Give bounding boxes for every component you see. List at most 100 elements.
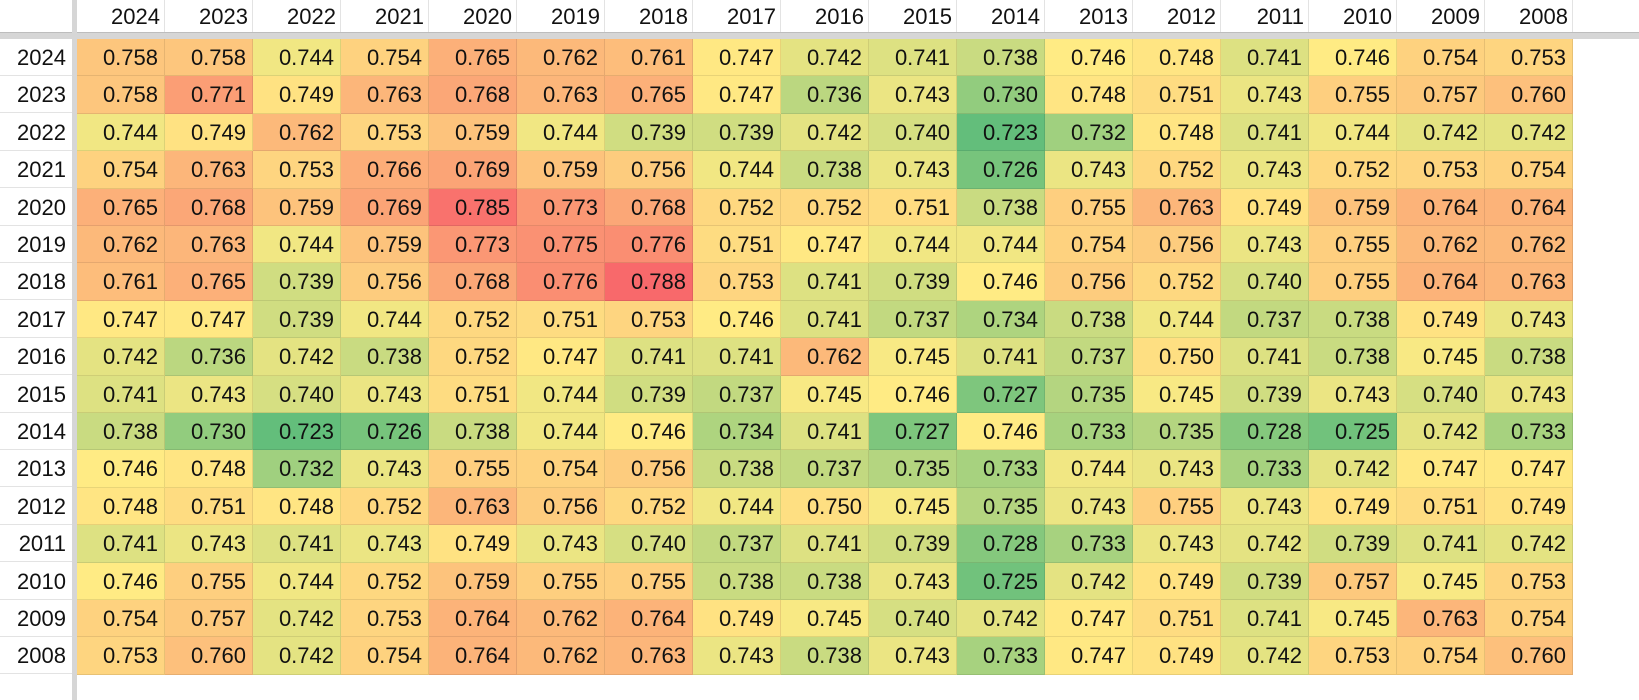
heatmap-cell[interactable]: 0.753	[341, 113, 429, 152]
heatmap-cell[interactable]: 0.758	[165, 39, 253, 77]
heatmap-cell[interactable]: 0.753	[1485, 562, 1573, 600]
heatmap-cell[interactable]: 0.756	[605, 450, 693, 488]
heatmap-cell[interactable]: 0.773	[517, 188, 605, 226]
column-header-2021[interactable]: 2021	[341, 0, 429, 32]
heatmap-cell[interactable]: 0.739	[605, 375, 693, 413]
heatmap-cell[interactable]: 0.747	[693, 39, 781, 77]
heatmap-cell[interactable]: 0.725	[1309, 413, 1397, 451]
row-header-2021[interactable]: 2021	[0, 151, 72, 189]
heatmap-cell[interactable]: 0.743	[693, 637, 781, 675]
heatmap-cell[interactable]: 0.748	[77, 487, 165, 526]
heatmap-cell[interactable]: 0.743	[869, 76, 957, 114]
heatmap-cell[interactable]: 0.763	[1485, 263, 1573, 301]
heatmap-cell[interactable]: 0.737	[869, 300, 957, 339]
heatmap-cell[interactable]: 0.752	[341, 487, 429, 526]
heatmap-cell[interactable]: 0.759	[429, 562, 517, 600]
heatmap-cell[interactable]: 0.744	[693, 487, 781, 526]
heatmap-cell[interactable]: 0.743	[1221, 76, 1309, 114]
heatmap-cell[interactable]: 0.741	[1221, 338, 1309, 376]
heatmap-cell[interactable]: 0.769	[429, 151, 517, 189]
heatmap-cell[interactable]: 0.759	[1309, 188, 1397, 226]
heatmap-cell[interactable]: 0.743	[1045, 151, 1133, 189]
heatmap-cell[interactable]: 0.745	[1397, 338, 1485, 376]
heatmap-cell[interactable]: 0.762	[781, 338, 869, 376]
heatmap-cell[interactable]: 0.752	[429, 300, 517, 339]
heatmap-cell[interactable]: 0.753	[1397, 151, 1485, 189]
heatmap-cell[interactable]: 0.752	[1133, 151, 1221, 189]
heatmap-cell[interactable]: 0.743	[869, 562, 957, 600]
heatmap-cell[interactable]: 0.736	[165, 338, 253, 376]
heatmap-cell[interactable]: 0.746	[605, 413, 693, 451]
heatmap-cell[interactable]: 0.740	[869, 600, 957, 638]
column-header-2016[interactable]: 2016	[781, 0, 869, 32]
heatmap-cell[interactable]: 0.754	[1485, 600, 1573, 638]
heatmap-cell[interactable]: 0.764	[1397, 188, 1485, 226]
heatmap-cell[interactable]: 0.754	[1397, 637, 1485, 675]
heatmap-cell[interactable]: 0.746	[1309, 39, 1397, 77]
heatmap-cell[interactable]: 0.754	[341, 39, 429, 77]
heatmap-cell[interactable]: 0.742	[957, 600, 1045, 638]
heatmap-cell[interactable]: 0.743	[341, 450, 429, 488]
row-header-2008[interactable]: 2008	[0, 637, 72, 675]
heatmap-cell[interactable]: 0.736	[781, 76, 869, 114]
heatmap-cell[interactable]: 0.753	[693, 263, 781, 301]
heatmap-cell[interactable]: 0.756	[517, 487, 605, 526]
heatmap-cell[interactable]: 0.743	[1221, 226, 1309, 264]
heatmap-cell[interactable]: 0.742	[253, 338, 341, 376]
heatmap-cell[interactable]: 0.745	[869, 338, 957, 376]
heatmap-cell[interactable]: 0.723	[253, 413, 341, 451]
heatmap-cell[interactable]: 0.735	[1045, 375, 1133, 413]
heatmap-cell[interactable]: 0.763	[341, 76, 429, 114]
heatmap-cell[interactable]: 0.733	[1045, 525, 1133, 563]
heatmap-cell[interactable]: 0.732	[1045, 113, 1133, 152]
heatmap-cell[interactable]: 0.749	[693, 600, 781, 638]
heatmap-cell[interactable]: 0.739	[605, 113, 693, 152]
heatmap-cell[interactable]: 0.745	[1397, 562, 1485, 600]
heatmap-cell[interactable]: 0.744	[253, 562, 341, 600]
heatmap-cell[interactable]: 0.745	[781, 600, 869, 638]
heatmap-cell[interactable]: 0.744	[957, 226, 1045, 264]
heatmap-cell[interactable]: 0.752	[429, 338, 517, 376]
heatmap-cell[interactable]: 0.762	[517, 637, 605, 675]
heatmap-cell[interactable]: 0.764	[429, 600, 517, 638]
heatmap-cell[interactable]: 0.738	[1045, 300, 1133, 339]
heatmap-cell[interactable]: 0.752	[605, 487, 693, 526]
heatmap-cell[interactable]: 0.741	[605, 338, 693, 376]
heatmap-cell[interactable]: 0.743	[341, 375, 429, 413]
heatmap-cell[interactable]: 0.740	[869, 113, 957, 152]
heatmap-cell[interactable]: 0.764	[1485, 188, 1573, 226]
heatmap-cell[interactable]: 0.754	[1045, 226, 1133, 264]
heatmap-cell[interactable]: 0.739	[253, 263, 341, 301]
heatmap-cell[interactable]: 0.788	[605, 263, 693, 301]
heatmap-cell[interactable]: 0.743	[1133, 525, 1221, 563]
heatmap-cell[interactable]: 0.759	[429, 113, 517, 152]
heatmap-cell[interactable]: 0.776	[517, 263, 605, 301]
heatmap-cell[interactable]: 0.741	[1397, 525, 1485, 563]
heatmap-cell[interactable]: 0.765	[605, 76, 693, 114]
heatmap-cell[interactable]: 0.744	[1045, 450, 1133, 488]
heatmap-cell[interactable]: 0.756	[341, 263, 429, 301]
heatmap-cell[interactable]: 0.745	[1309, 600, 1397, 638]
heatmap-cell[interactable]: 0.747	[1045, 637, 1133, 675]
heatmap-cell[interactable]: 0.747	[1485, 450, 1573, 488]
heatmap-cell[interactable]: 0.730	[165, 413, 253, 451]
heatmap-cell[interactable]: 0.754	[77, 600, 165, 638]
heatmap-cell[interactable]: 0.739	[693, 113, 781, 152]
heatmap-cell[interactable]: 0.764	[1397, 263, 1485, 301]
heatmap-cell[interactable]: 0.741	[781, 525, 869, 563]
heatmap-cell[interactable]: 0.740	[605, 525, 693, 563]
row-header-2017[interactable]: 2017	[0, 300, 72, 338]
row-header-2011[interactable]: 2011	[0, 525, 72, 563]
heatmap-cell[interactable]: 0.740	[1221, 263, 1309, 301]
heatmap-cell[interactable]: 0.741	[1221, 600, 1309, 638]
heatmap-cell[interactable]: 0.759	[517, 151, 605, 189]
heatmap-cell[interactable]: 0.732	[253, 450, 341, 488]
heatmap-cell[interactable]: 0.751	[1133, 76, 1221, 114]
heatmap-cell[interactable]: 0.762	[517, 39, 605, 77]
heatmap-cell[interactable]: 0.751	[1397, 487, 1485, 526]
heatmap-cell[interactable]: 0.723	[957, 113, 1045, 152]
heatmap-cell[interactable]: 0.739	[869, 525, 957, 563]
heatmap-cell[interactable]: 0.744	[1133, 300, 1221, 339]
heatmap-cell[interactable]: 0.737	[1221, 300, 1309, 339]
column-header-2018[interactable]: 2018	[605, 0, 693, 32]
